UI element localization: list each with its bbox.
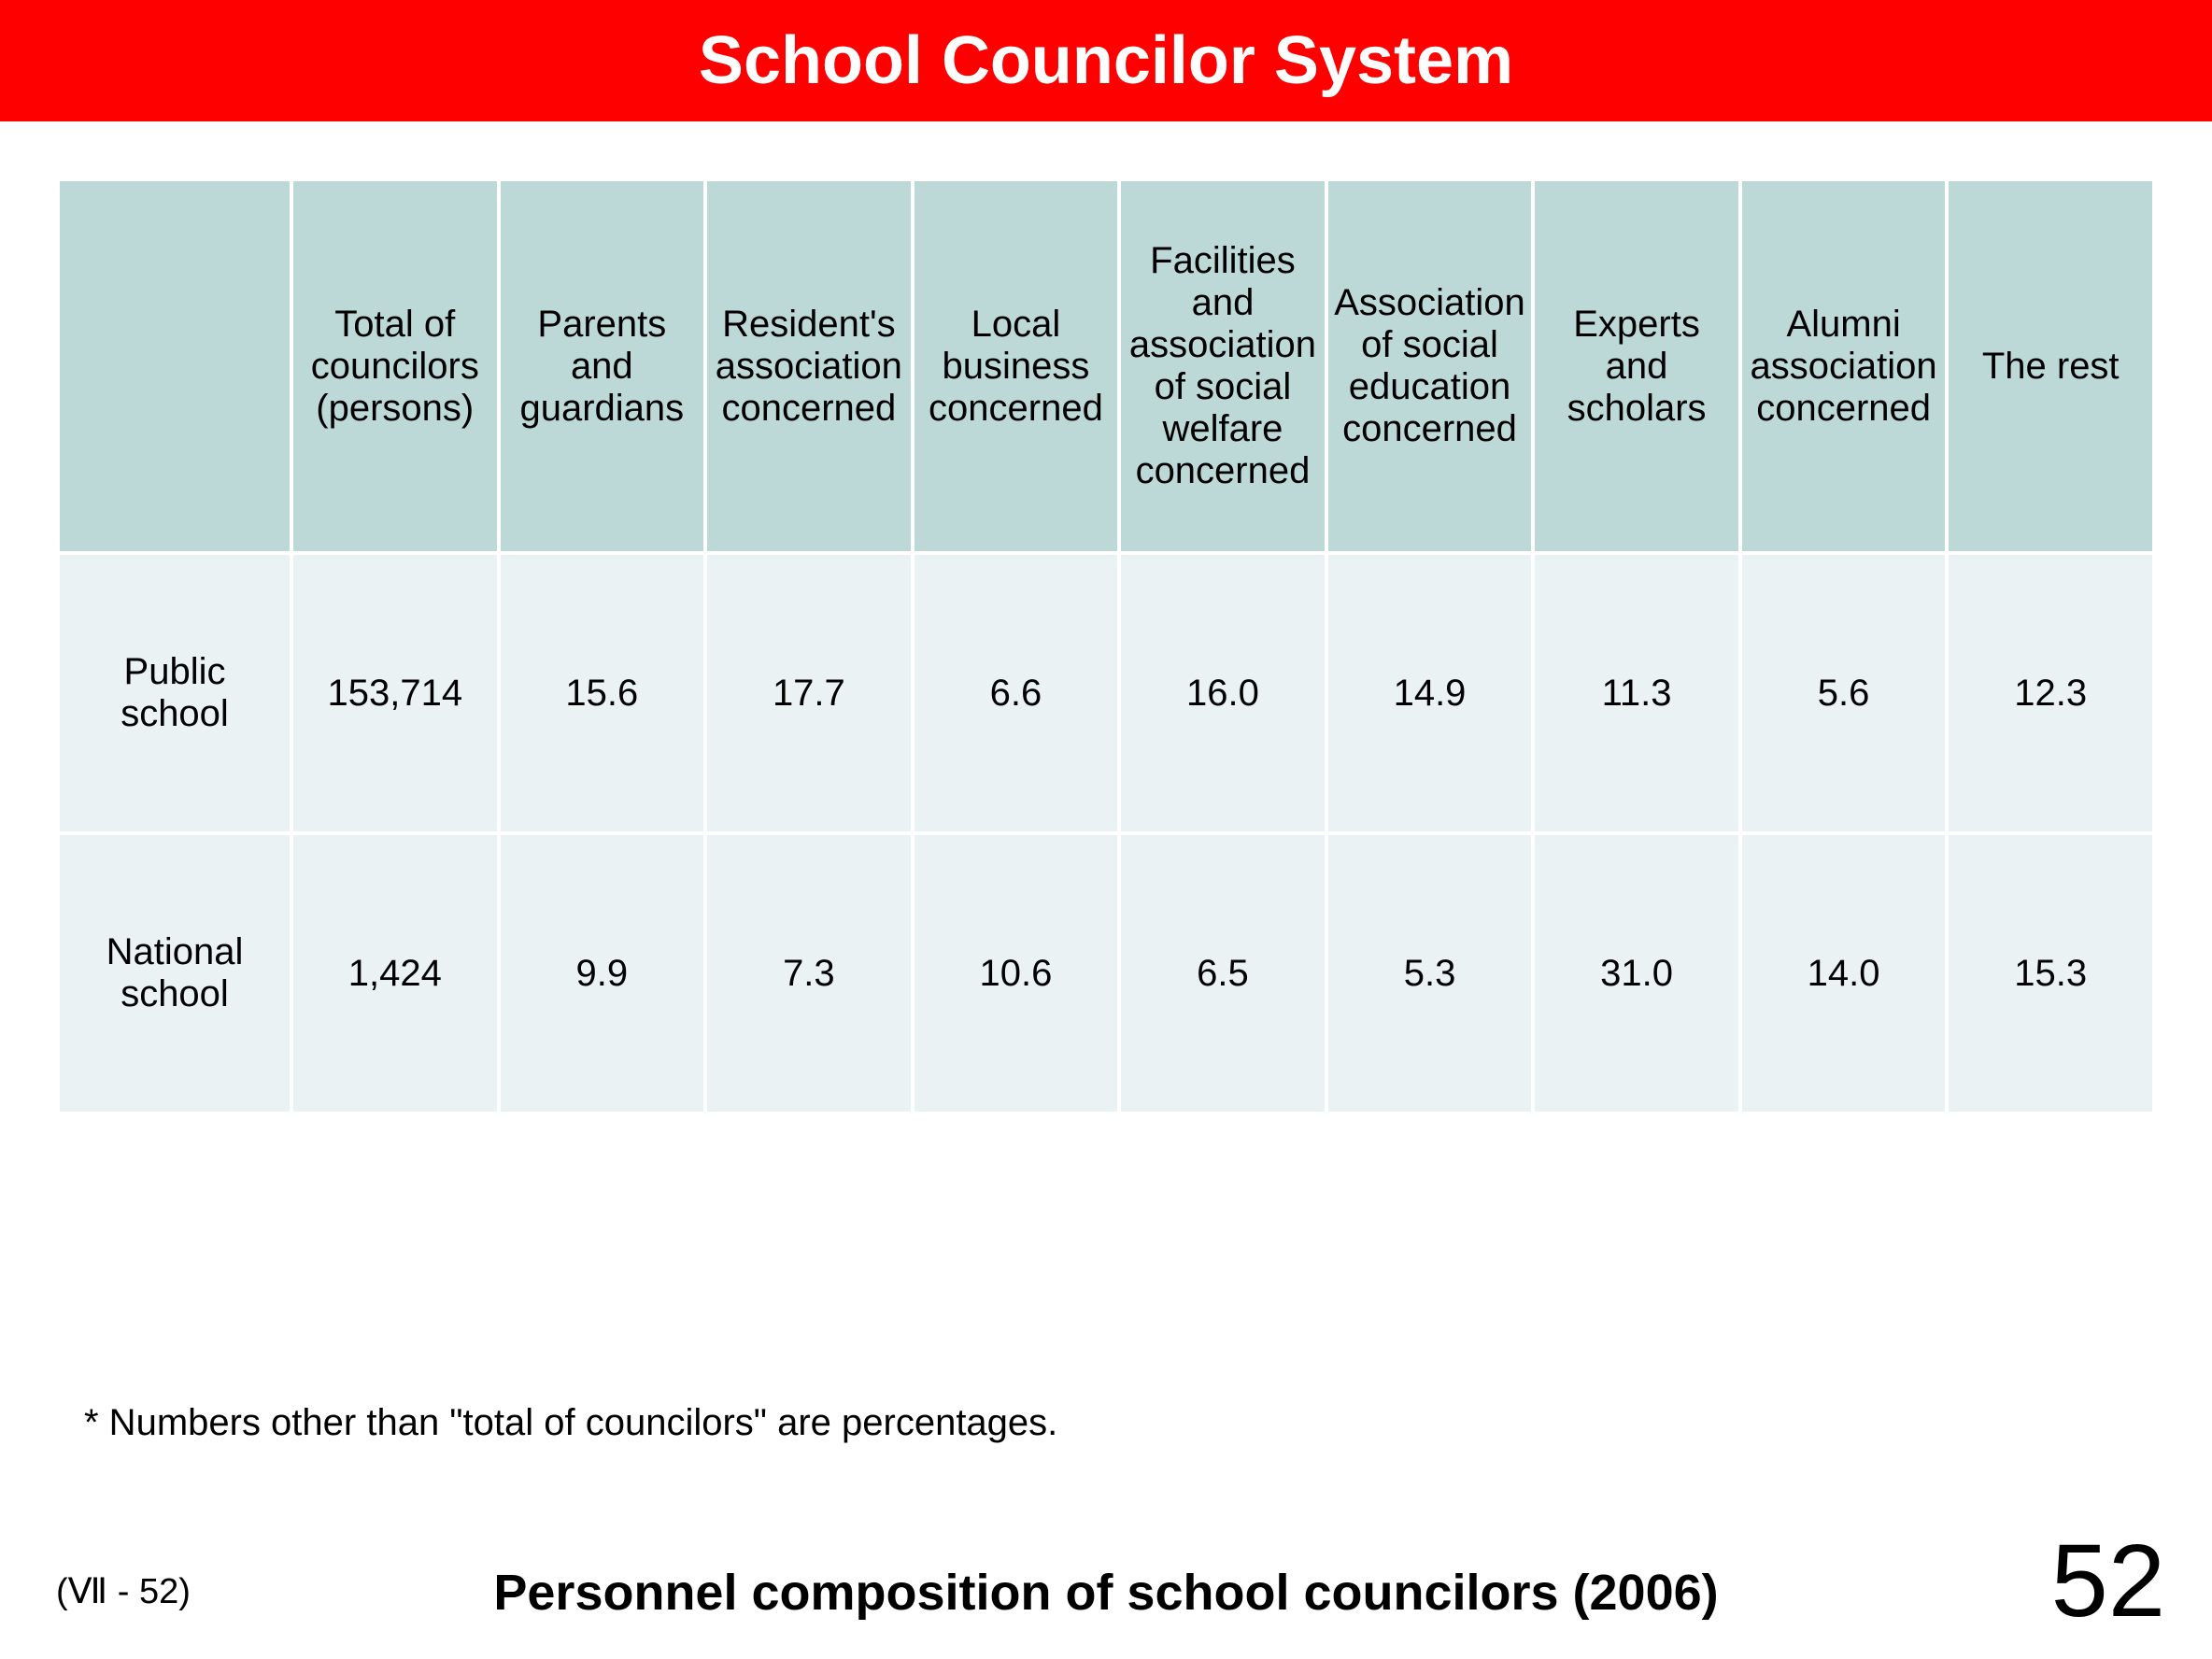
cell: 153,714 bbox=[291, 553, 499, 833]
cell: 16.0 bbox=[1119, 553, 1326, 833]
cell: 14.0 bbox=[1740, 833, 1948, 1113]
header-alumni: Alumni association concerned bbox=[1740, 179, 1948, 553]
caption-text: Personnel composition of school councilo… bbox=[0, 1564, 2212, 1622]
cell: 5.6 bbox=[1740, 553, 1948, 833]
header-rest: The rest bbox=[1947, 179, 2154, 553]
row-label: National school bbox=[58, 833, 291, 1113]
cell: 1,424 bbox=[291, 833, 499, 1113]
header-welfare: Facilities and association of social wel… bbox=[1119, 179, 1326, 553]
slide: School Councilor System Total of council… bbox=[0, 0, 2212, 1659]
section-reference: (Ⅶ - 52) bbox=[56, 1570, 191, 1612]
cell: 9.9 bbox=[499, 833, 706, 1113]
cell: 5.3 bbox=[1326, 833, 1534, 1113]
cell: 14.9 bbox=[1326, 553, 1534, 833]
cell: 31.0 bbox=[1533, 833, 1740, 1113]
cell: 15.3 bbox=[1947, 833, 2154, 1113]
footnote-text: * Numbers other than "total of councilor… bbox=[84, 1402, 1057, 1444]
title-bar: School Councilor System bbox=[0, 0, 2212, 121]
table-row: National school 1,424 9.9 7.3 10.6 6.5 5… bbox=[58, 833, 2154, 1113]
header-parents: Parents and guardians bbox=[499, 179, 706, 553]
row-label: Public school bbox=[58, 553, 291, 833]
header-experts: Experts and scholars bbox=[1533, 179, 1740, 553]
cell: 6.6 bbox=[913, 553, 1120, 833]
cell: 10.6 bbox=[913, 833, 1120, 1113]
cell: 11.3 bbox=[1533, 553, 1740, 833]
page-number: 52 bbox=[2051, 1522, 2165, 1640]
cell: 12.3 bbox=[1947, 553, 2154, 833]
councilor-table: Total of councilors (persons) Parents an… bbox=[56, 177, 2156, 1115]
cell: 6.5 bbox=[1119, 833, 1326, 1113]
slide-title: School Councilor System bbox=[699, 22, 1513, 99]
table-header-row: Total of councilors (persons) Parents an… bbox=[58, 179, 2154, 553]
table-row: Public school 153,714 15.6 17.7 6.6 16.0… bbox=[58, 553, 2154, 833]
cell: 17.7 bbox=[705, 553, 913, 833]
header-blank bbox=[58, 179, 291, 553]
header-total: Total of councilors (persons) bbox=[291, 179, 499, 553]
header-business: Local business concerned bbox=[913, 179, 1120, 553]
header-residents: Resident's association concerned bbox=[705, 179, 913, 553]
header-social-ed: Association of social education concerne… bbox=[1326, 179, 1534, 553]
table-container: Total of councilors (persons) Parents an… bbox=[0, 121, 2212, 1115]
cell: 7.3 bbox=[705, 833, 913, 1113]
cell: 15.6 bbox=[499, 553, 706, 833]
